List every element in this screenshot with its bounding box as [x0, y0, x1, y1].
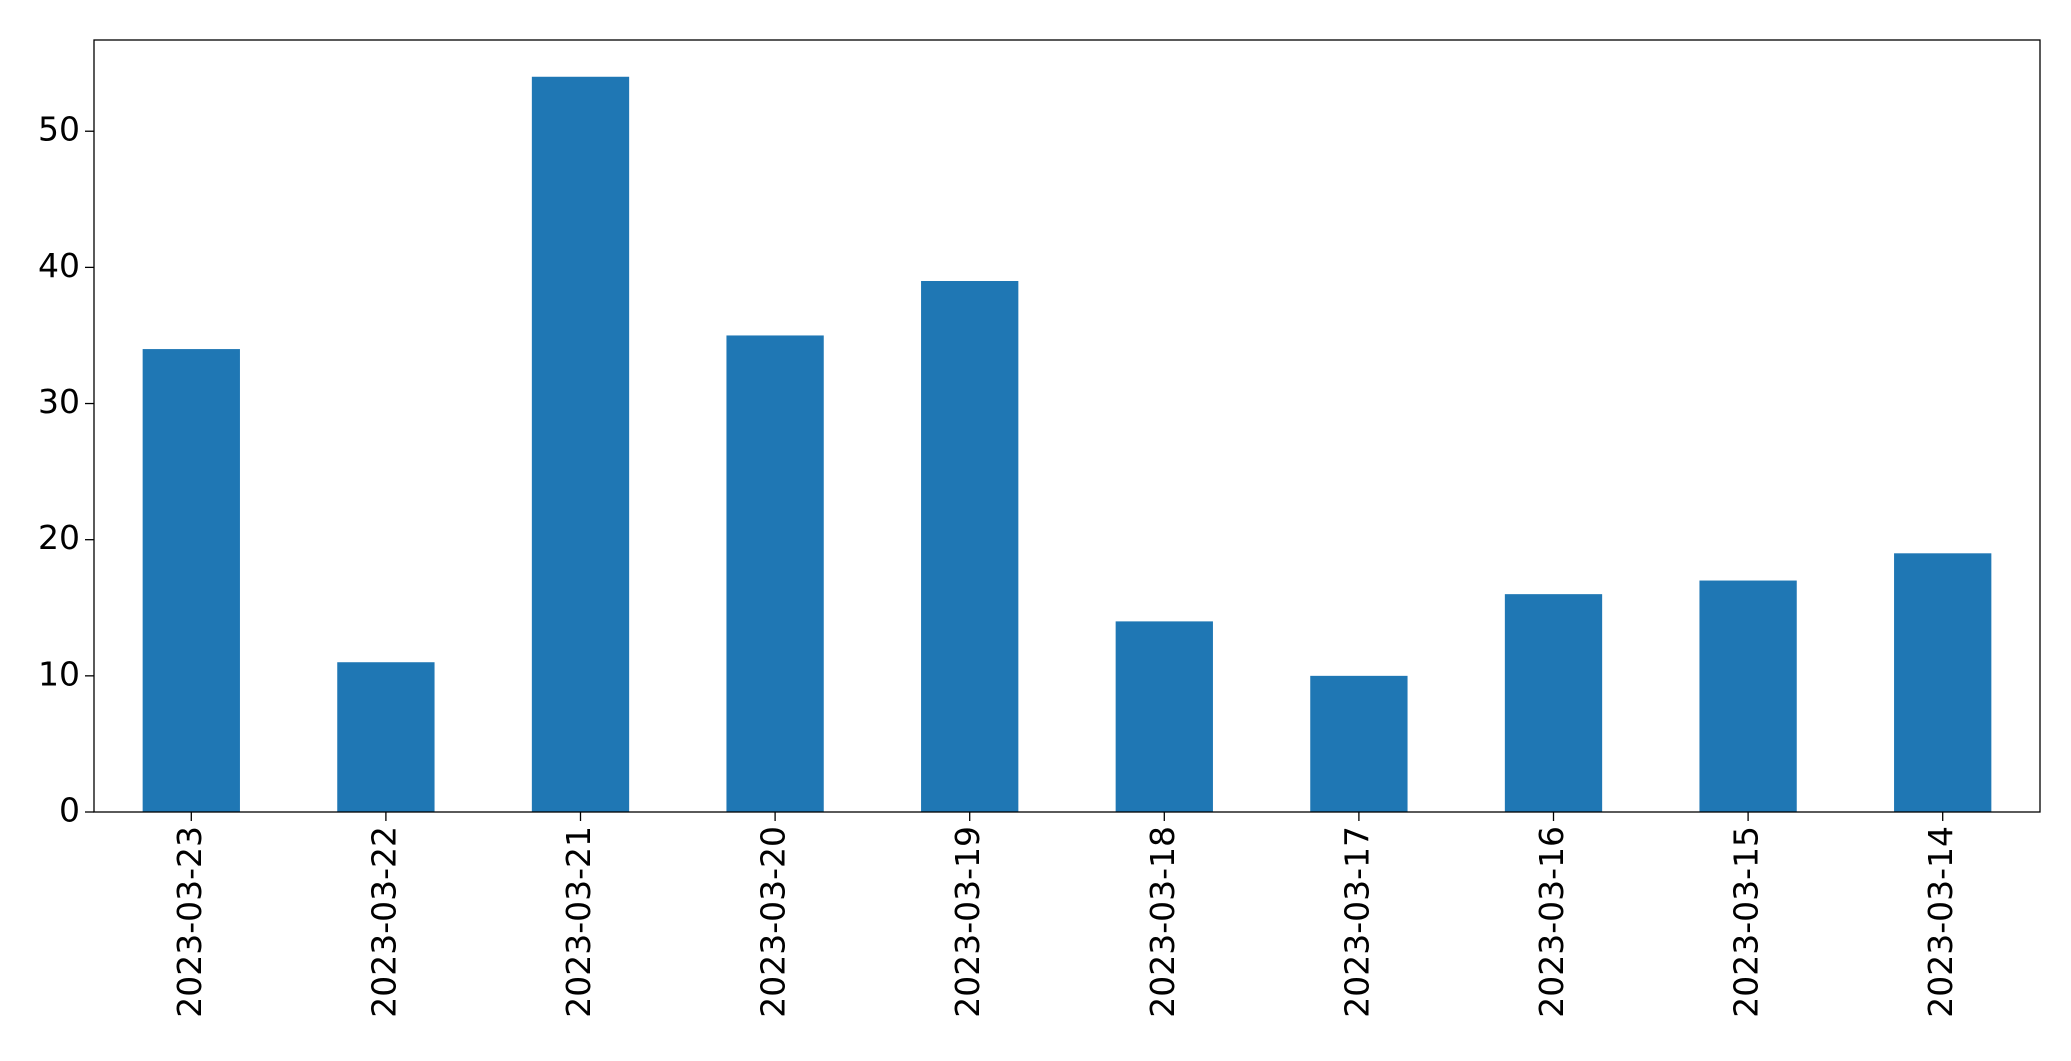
bar [921, 280, 1019, 812]
bar [726, 335, 824, 812]
x-tick-label: 2023-03-17 [1337, 826, 1376, 1018]
x-tick-label: 2023-03-22 [364, 826, 403, 1018]
bar [337, 662, 435, 812]
bar [1310, 675, 1408, 812]
bar [1115, 621, 1213, 812]
x-tick-label: 2023-03-21 [559, 826, 598, 1018]
bar [1894, 553, 1992, 812]
plot-frame [93, 39, 2041, 813]
x-tick-label: 2023-03-18 [1143, 826, 1182, 1018]
y-tick-label: 50 [38, 110, 80, 149]
bar [531, 76, 630, 812]
y-tick-label: 20 [38, 518, 80, 557]
y-tick-label: 0 [59, 791, 80, 830]
x-tick-label: 2023-03-20 [754, 826, 793, 1018]
x-tick-label: 2023-03-23 [170, 826, 209, 1018]
x-tick-label: 2023-03-14 [1921, 826, 1960, 1018]
y-tick-label: 10 [38, 654, 80, 693]
x-tick-label: 2023-03-15 [1727, 826, 1766, 1018]
bar [1699, 580, 1797, 812]
y-tick-label: 30 [38, 382, 80, 421]
bar [142, 349, 240, 812]
x-tick-label: 2023-03-19 [948, 826, 987, 1018]
y-tick-label: 40 [38, 246, 80, 285]
x-tick-label: 2023-03-16 [1532, 826, 1571, 1018]
bar [1504, 594, 1603, 812]
